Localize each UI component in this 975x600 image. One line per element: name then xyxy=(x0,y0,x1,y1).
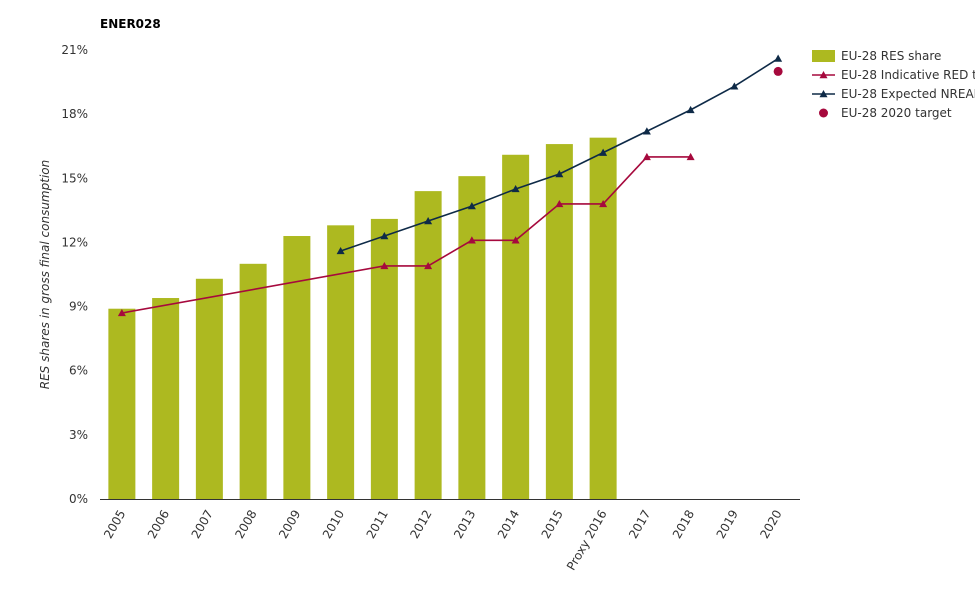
x-tick-label: 2013 xyxy=(451,508,478,541)
x-tick-label: Proxy 2016 xyxy=(564,508,610,573)
series-point-1 xyxy=(642,152,651,161)
bar-2007 xyxy=(195,278,223,499)
series-point-1 xyxy=(380,261,389,270)
y-tick-label: 9% xyxy=(69,300,88,314)
x-tick-label: 2018 xyxy=(670,508,697,541)
x-tick-label: 2008 xyxy=(232,508,259,541)
bar-2015 xyxy=(545,144,573,500)
x-tick-label: 2014 xyxy=(495,508,522,541)
bar-2012 xyxy=(414,191,442,499)
y-tick-label: 18% xyxy=(61,107,88,121)
bar-2006 xyxy=(152,298,180,499)
x-tick-label: 2005 xyxy=(101,508,128,541)
series-point-2 xyxy=(555,170,564,178)
legend-entry: EU-28 RES share xyxy=(841,49,941,63)
x-tick-label: 2006 xyxy=(145,508,172,541)
series-point-1 xyxy=(467,236,476,244)
bar-2014 xyxy=(502,154,530,499)
bar-2008 xyxy=(239,263,267,499)
x-tick-label: 2017 xyxy=(626,508,653,541)
bar-2013 xyxy=(458,176,486,499)
legend-entry: EU-28 2020 target xyxy=(841,106,952,120)
series-point-2 xyxy=(730,82,739,90)
target-point xyxy=(773,66,783,76)
y-tick-label: 0% xyxy=(69,492,88,506)
series-point-1 xyxy=(424,261,433,270)
bar-proxy-2016 xyxy=(589,137,617,499)
y-tick-label: 21% xyxy=(61,43,88,57)
x-tick-label: 2019 xyxy=(714,508,741,541)
series-point-2 xyxy=(511,184,520,193)
x-tick-label: 2007 xyxy=(189,508,216,541)
bar-2010 xyxy=(327,225,355,500)
bar-2011 xyxy=(370,218,398,499)
series-point-2 xyxy=(686,105,695,114)
x-tick-label: 2020 xyxy=(757,508,784,541)
bar-2009 xyxy=(283,236,311,499)
legend-entry: EU-28 Indicative RED trajectory xyxy=(841,68,975,82)
series-point-1 xyxy=(555,199,564,208)
series-point-1 xyxy=(599,199,608,208)
series-point-1 xyxy=(511,236,520,244)
series-point-2 xyxy=(774,54,783,62)
y-tick-label: 12% xyxy=(61,235,88,249)
series-point-2 xyxy=(424,217,433,225)
series-point-2 xyxy=(467,202,476,210)
y-tick-label: 15% xyxy=(61,171,88,185)
legend-swatch-marker xyxy=(819,90,828,98)
series-point-2 xyxy=(380,232,389,240)
legend-swatch-point xyxy=(819,108,828,118)
series-point-2 xyxy=(336,246,345,255)
x-tick-label: 2009 xyxy=(276,508,303,541)
legend-swatch-bar xyxy=(812,50,835,62)
chart-title: ENER028 xyxy=(100,17,161,31)
y-axis-label: RES shares in gross final consumption xyxy=(38,160,52,389)
series-point-2 xyxy=(599,148,608,156)
legend-swatch-marker xyxy=(819,71,828,79)
y-tick-label: 6% xyxy=(69,364,88,378)
x-tick-label: 2010 xyxy=(320,508,347,541)
x-tick-label: 2012 xyxy=(407,508,434,541)
bar-2005 xyxy=(108,308,136,499)
y-tick-label: 3% xyxy=(69,428,88,442)
x-tick-label: 2011 xyxy=(364,508,391,541)
series-point-2 xyxy=(642,127,651,135)
series-point-1 xyxy=(686,152,695,161)
x-tick-label: 2015 xyxy=(539,508,566,541)
series-point-1 xyxy=(117,308,126,317)
legend-entry: EU-28 Expected NREAP trajectory xyxy=(841,87,975,101)
